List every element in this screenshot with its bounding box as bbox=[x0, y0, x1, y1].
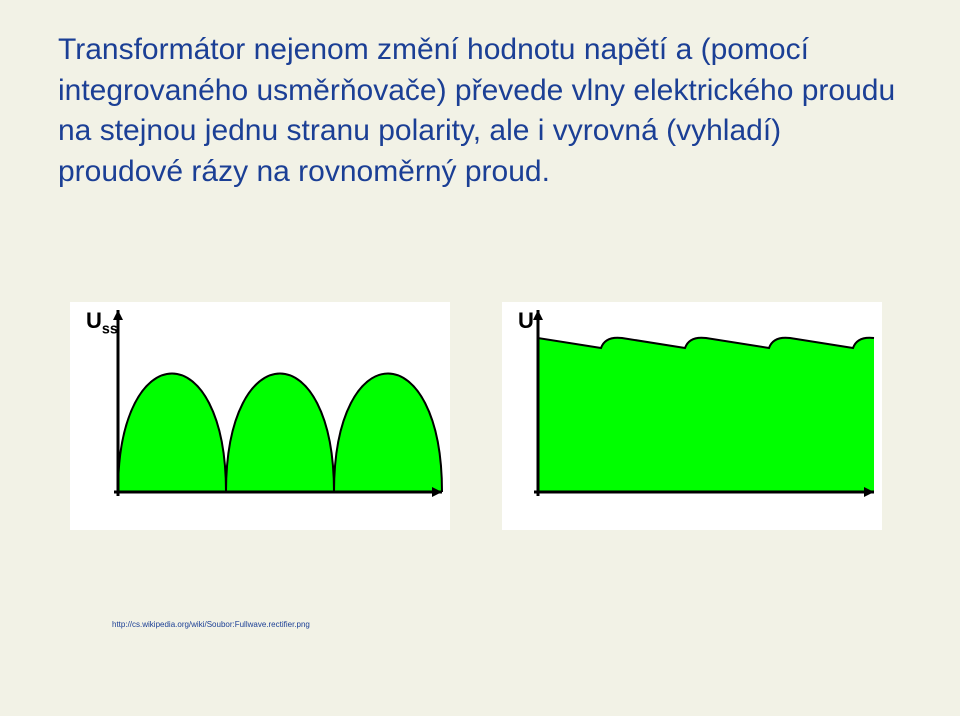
y-axis-label-right: U bbox=[518, 308, 534, 334]
rectified-wave-chart: Uss bbox=[70, 302, 450, 530]
y-axis-label-left: Uss bbox=[86, 308, 118, 337]
slide: Transformátor nejenom změní hodnotu napě… bbox=[0, 0, 960, 716]
smoothed-wave-chart: U bbox=[502, 302, 882, 530]
body-text: Transformátor nejenom změní hodnotu napě… bbox=[58, 30, 902, 192]
source-citation: http://cs.wikipedia.org/wiki/Soubor:Full… bbox=[112, 620, 310, 629]
charts-row: Uss U bbox=[70, 302, 882, 530]
